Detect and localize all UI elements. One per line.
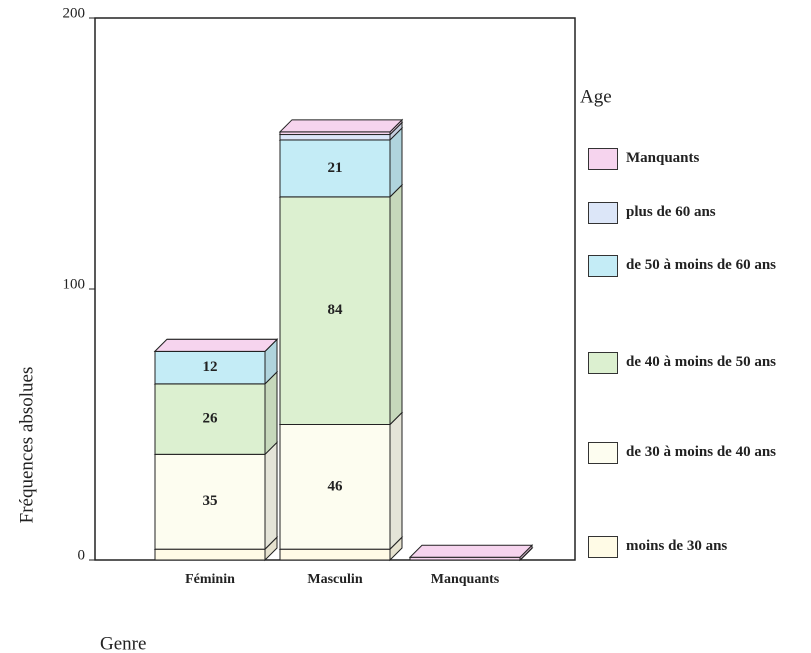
data-label: 12 <box>203 359 218 375</box>
legend-item: de 30 à moins de 40 ans <box>588 432 800 472</box>
bar-face <box>279 139 391 198</box>
legend-title: Age <box>580 86 612 107</box>
y-tick-label: 100 <box>63 276 86 292</box>
legend-label: de 50 à moins de 60 ans <box>626 257 777 273</box>
legend-label: de 30 à moins de 40 ans <box>626 444 777 460</box>
bar-face <box>389 411 403 551</box>
data-label: 46 <box>328 478 344 494</box>
legend-swatch <box>588 255 618 277</box>
bar-segment <box>278 183 404 426</box>
bar-face <box>154 548 266 561</box>
y-tick-label: 200 <box>63 5 86 21</box>
bar-face <box>279 548 391 561</box>
bar-face <box>264 441 278 551</box>
data-label: 21 <box>328 160 343 176</box>
x-tick-label: Manquants <box>431 572 500 587</box>
data-label: 35 <box>203 493 218 509</box>
bar-segment <box>278 411 404 551</box>
x-axis-label: Genre <box>100 633 146 653</box>
legend-item: moins de 30 ans <box>588 526 800 566</box>
bar-face <box>279 134 391 141</box>
data-label: 84 <box>328 302 344 318</box>
bar-segment <box>153 338 279 352</box>
bar-face <box>408 544 534 558</box>
legend-label: plus de 60 ans <box>626 204 716 220</box>
x-tick-label: Féminin <box>185 572 235 587</box>
legend-item: Manquants <box>588 138 800 178</box>
x-tick-label: Masculin <box>307 572 362 587</box>
legend-item: de 40 à moins de 50 ans <box>588 342 800 382</box>
legend-label: de 40 à moins de 50 ans <box>626 354 777 370</box>
legend-label: moins de 30 ans <box>626 538 728 554</box>
y-axis-label: Fréquences absolues <box>16 367 37 524</box>
legend-item: de 50 à moins de 60 ans <box>588 245 800 285</box>
bar-face <box>264 370 278 456</box>
legend-swatch <box>588 536 618 558</box>
legend-label: Manquants <box>626 150 700 166</box>
legend-swatch <box>588 442 618 464</box>
legend-swatch <box>588 202 618 224</box>
bar-segment <box>278 118 404 136</box>
data-label: 26 <box>203 411 219 427</box>
bar-face <box>154 383 266 455</box>
legend-swatch <box>588 148 618 170</box>
legend-item: plus de 60 ans <box>588 192 800 232</box>
bar-face <box>154 350 266 385</box>
bar-face <box>153 338 279 352</box>
legend-swatch <box>588 352 618 374</box>
bar-face <box>279 196 391 425</box>
bar-face <box>389 183 403 426</box>
bar-face <box>279 424 391 550</box>
bar-segment <box>408 544 534 562</box>
y-tick-label: 0 <box>78 547 86 563</box>
bar-face <box>278 119 404 133</box>
